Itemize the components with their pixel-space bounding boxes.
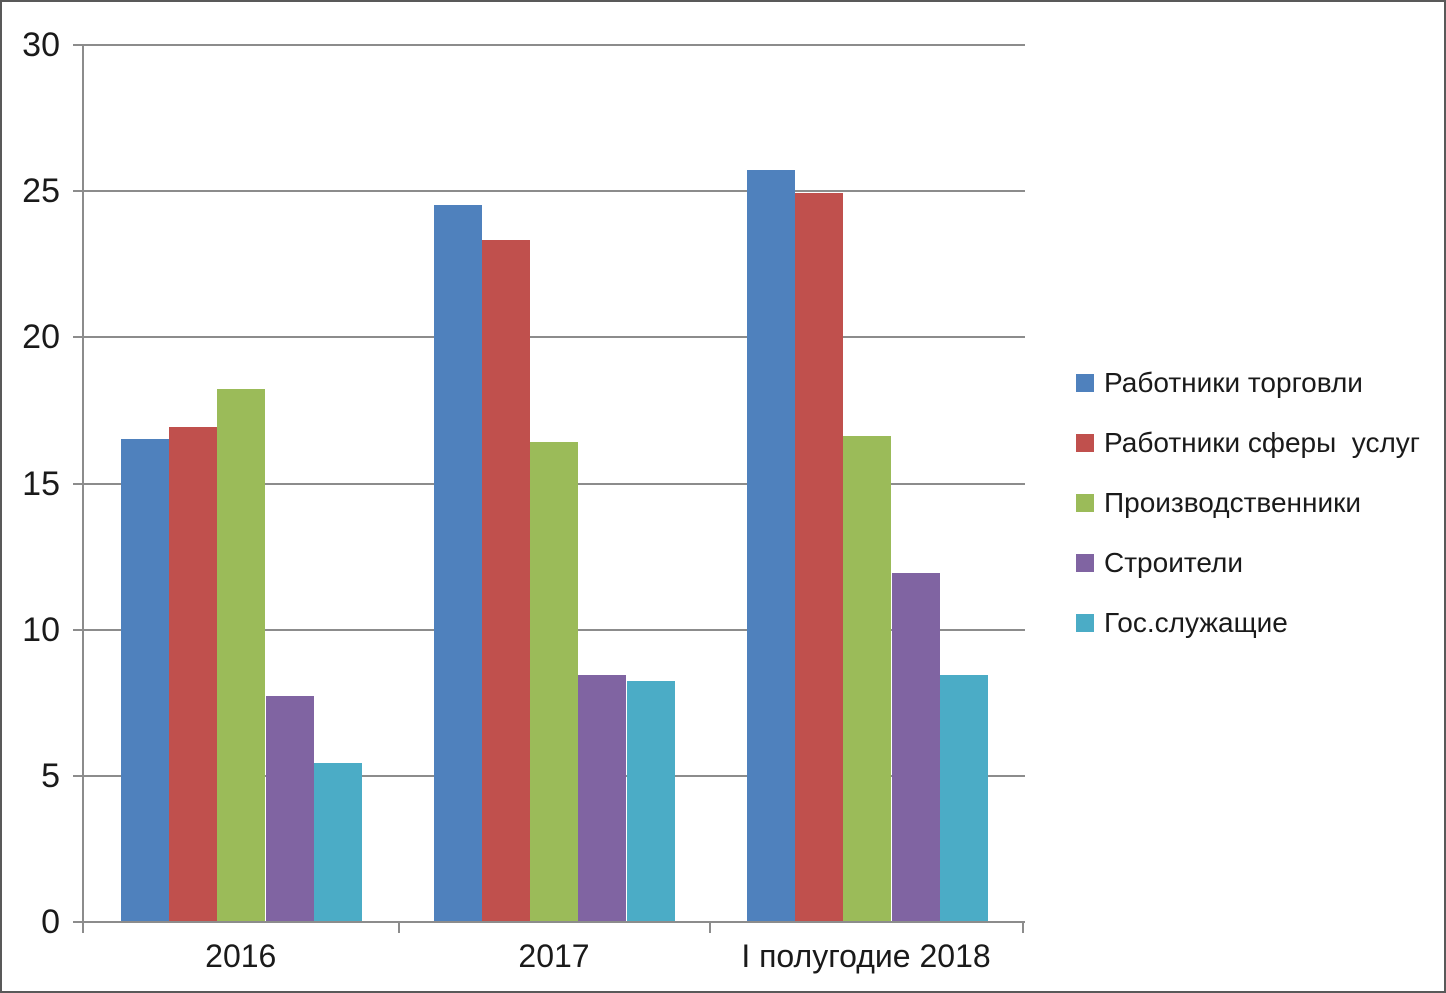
bar-2017-series-2	[482, 240, 530, 921]
legend-swatch	[1076, 374, 1094, 392]
x-axis-tick	[1021, 921, 1024, 933]
gridline	[73, 336, 1025, 339]
bar-2016-series-1	[121, 439, 169, 921]
bar-2017-series-1	[434, 205, 482, 921]
y-axis-label: 25	[22, 172, 60, 211]
legend-swatch	[1076, 494, 1094, 512]
y-axis-label: 10	[22, 610, 60, 649]
legend-label: Гос.служащие	[1104, 607, 1288, 638]
y-axis-label: 0	[41, 903, 60, 941]
bar-2017-series-3	[530, 442, 578, 921]
legend-item: Гос.служащие	[1076, 593, 1420, 653]
bar-2016-series-2	[169, 427, 217, 921]
gridline	[73, 44, 1025, 46]
legend-item: Работники торговли	[1076, 353, 1420, 413]
y-axis-label: 5	[41, 756, 60, 795]
y-axis-label: 30	[22, 26, 60, 64]
legend-label: Строители	[1104, 547, 1243, 578]
bar-2017-series-5	[627, 681, 675, 921]
legend-label: Работники сферы услуг	[1104, 427, 1421, 458]
legend-swatch	[1076, 614, 1094, 632]
x-axis-label: 2016	[205, 938, 277, 974]
legend-label: Работники торговли	[1104, 367, 1363, 398]
bar-2016-series-5	[314, 763, 362, 921]
legend-label: Производственники	[1104, 487, 1362, 518]
legend-item: Работники сферы услуг	[1076, 413, 1420, 473]
bar-I полугодие 2018-series-4	[892, 573, 940, 921]
x-axis-baseline	[73, 921, 1025, 923]
bar-I полугодие 2018-series-1	[747, 170, 795, 921]
x-axis-tick	[397, 921, 400, 933]
bar-2016-series-3	[217, 389, 265, 921]
legend-swatch	[1076, 434, 1094, 452]
gridline	[73, 190, 1025, 193]
x-axis-label: 2017	[518, 938, 590, 974]
bar-2016-series-4	[266, 696, 314, 921]
legend-swatch	[1076, 554, 1094, 572]
legend-item: Производственники	[1076, 473, 1420, 533]
x-axis-tick	[708, 921, 711, 933]
bar-2017-series-4	[578, 675, 626, 921]
legend: Работники торговли Работники сферы услуг П…	[1076, 353, 1420, 653]
x-axis-label: I полугодие 2018	[741, 938, 991, 974]
bar-I полугодие 2018-series-5	[940, 675, 988, 921]
bar-I полугодие 2018-series-2	[795, 193, 843, 921]
y-axis-label: 15	[22, 464, 60, 503]
y-axis-label: 20	[22, 318, 60, 357]
bar-I полугодие 2018-series-3	[843, 436, 891, 921]
y-axis-line	[82, 44, 84, 933]
legend-item: Строители	[1076, 533, 1420, 593]
